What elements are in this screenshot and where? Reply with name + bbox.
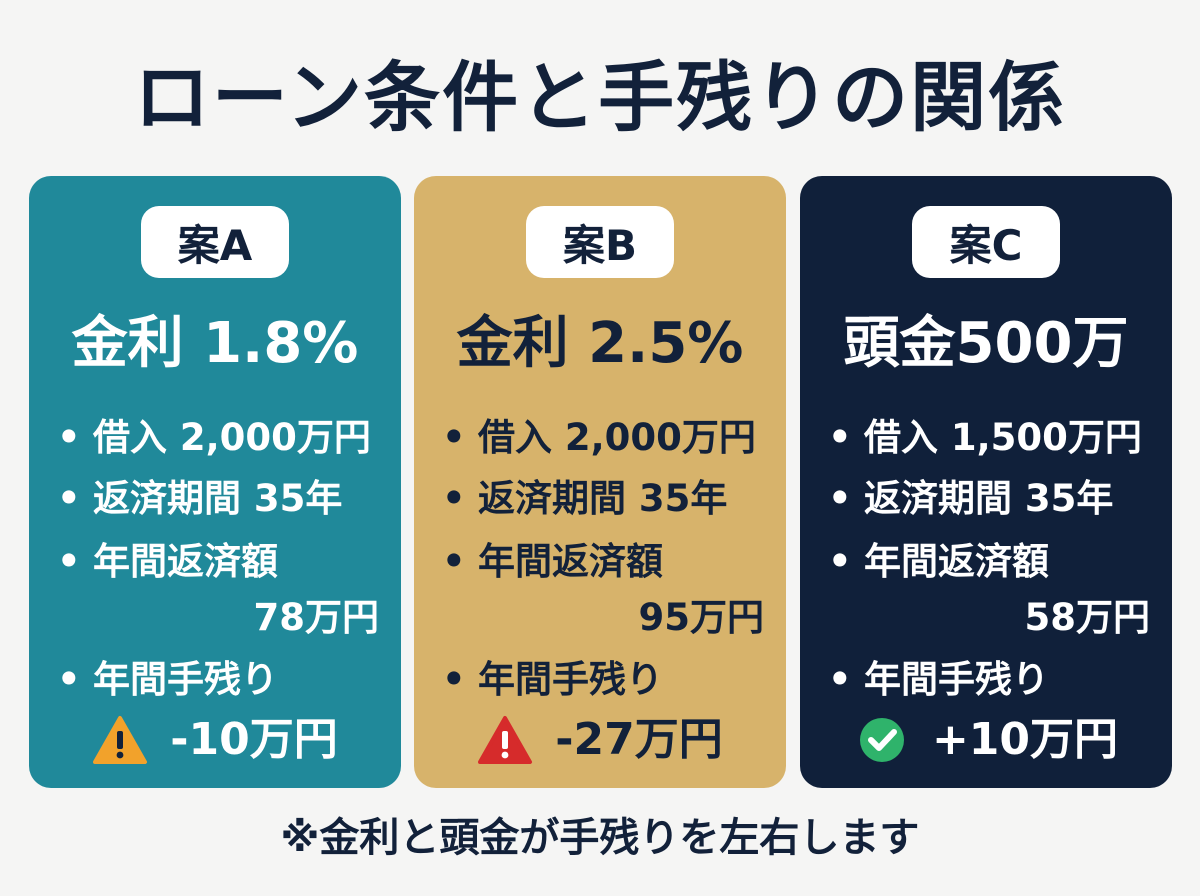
plan-net-label: • 年間手残り	[442, 654, 663, 706]
bullet-icon: •	[828, 416, 852, 459]
bullet-icon: •	[442, 540, 466, 583]
bullet-icon: •	[57, 477, 81, 520]
plan-net-result: -10万円	[29, 710, 401, 770]
check-circle-icon	[854, 715, 910, 765]
plan-headline: 金利 1.8%	[71, 311, 359, 376]
plan-net-value: -27万円	[555, 714, 723, 765]
plan-term-text: 返済期間 35年	[864, 477, 1114, 520]
plan-label: 案B	[526, 206, 674, 278]
bullet-icon: •	[57, 540, 81, 583]
bullet-icon: •	[57, 658, 81, 701]
plan-term-text: 返済期間 35年	[93, 477, 343, 520]
bullet-icon: •	[828, 477, 852, 520]
bullet-icon: •	[442, 658, 466, 701]
plan-annual-payment: 95万円	[638, 596, 765, 639]
plan-card-b: 案B 金利 2.5% • 借入 2,000万円 • 返済期間 35年 • 年間返済額 …	[414, 176, 786, 788]
plan-card-a: 案A 金利 1.8% • 借入 2,000万円 • 返済期間 35年 • 年間返済額 …	[29, 176, 401, 788]
bullet-icon: •	[828, 658, 852, 701]
plan-label: 案A	[141, 206, 289, 278]
plan-term-text: 返済期間 35年	[478, 477, 728, 520]
plan-net-label-text: 年間手残り	[864, 658, 1049, 701]
alert-icon	[477, 715, 533, 765]
footnote: ※金利と頭金が手残りを左右します	[280, 815, 920, 861]
plan-annual-payment-label: • 年間返済額	[57, 536, 278, 588]
plan-annual-payment-label: • 年間返済額	[828, 536, 1049, 588]
page-title: ローン条件と手残りの関係	[133, 53, 1067, 142]
plan-net-result: +10万円	[800, 710, 1172, 770]
plan-net-label-text: 年間手残り	[93, 658, 278, 701]
warning-icon	[92, 715, 148, 765]
plan-term: • 返済期間 35年	[57, 473, 342, 525]
plan-annual-payment: 78万円	[253, 596, 380, 639]
plan-loan: • 借入 2,000万円	[442, 412, 756, 464]
bullet-icon: •	[442, 416, 466, 459]
plan-label: 案C	[912, 206, 1060, 278]
plan-net-label: • 年間手残り	[57, 654, 278, 706]
plan-loan-text: 借入 1,500万円	[864, 416, 1142, 459]
plan-card-c: 案C 頭金500万 • 借入 1,500万円 • 返済期間 35年 • 年間返済額 5…	[800, 176, 1172, 788]
plan-annual-payment: 58万円	[1024, 596, 1151, 639]
plan-net-label: • 年間手残り	[828, 654, 1049, 706]
plan-net-label-text: 年間手残り	[478, 658, 663, 701]
plan-net-value: -10万円	[170, 714, 338, 765]
bullet-icon: •	[828, 540, 852, 583]
plan-annual-payment-label: • 年間返済額	[442, 536, 663, 588]
bullet-icon: •	[442, 477, 466, 520]
plan-annual-payment-label-text: 年間返済額	[478, 540, 663, 583]
plan-headline: 頭金500万	[843, 311, 1129, 376]
bullet-icon: •	[57, 416, 81, 459]
plan-loan-text: 借入 2,000万円	[478, 416, 756, 459]
plan-loan: • 借入 1,500万円	[828, 412, 1142, 464]
plan-term: • 返済期間 35年	[442, 473, 727, 525]
plan-net-result: -27万円	[414, 710, 786, 770]
plan-headline: 金利 2.5%	[456, 311, 744, 376]
plan-net-value: +10万円	[931, 714, 1119, 765]
plan-loan-text: 借入 2,000万円	[93, 416, 371, 459]
plan-loan: • 借入 2,000万円	[57, 412, 371, 464]
plan-annual-payment-label-text: 年間返済額	[93, 540, 278, 583]
plan-annual-payment-label-text: 年間返済額	[864, 540, 1049, 583]
plan-term: • 返済期間 35年	[828, 473, 1113, 525]
